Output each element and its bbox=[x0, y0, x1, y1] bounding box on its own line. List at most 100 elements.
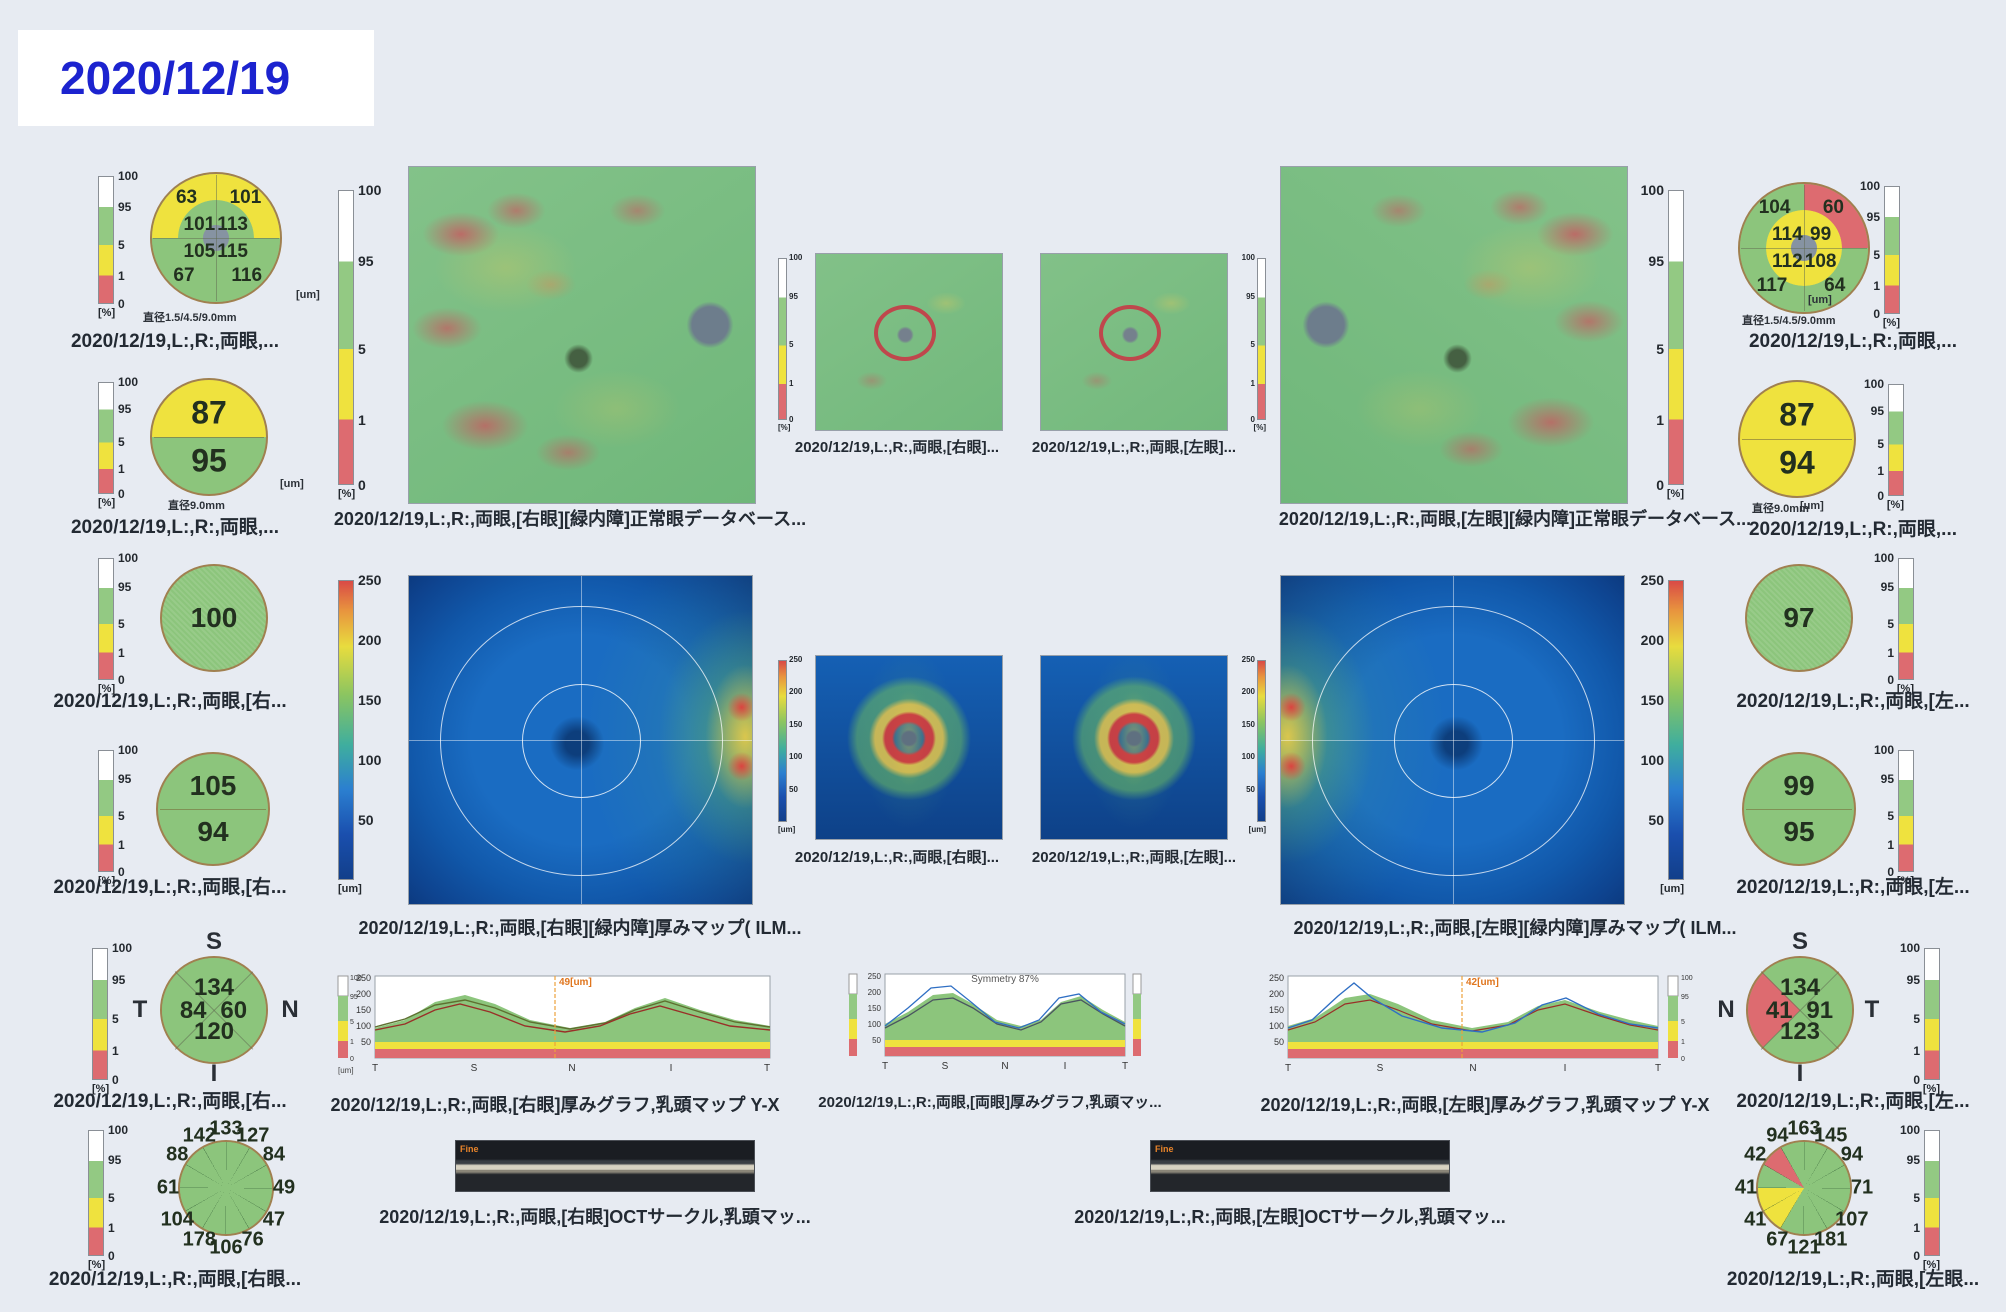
clock-value: 42 bbox=[1744, 1143, 1767, 1166]
map-caption: 2020/12/19,L:,R:,両眼,[左眼]... bbox=[1031, 439, 1237, 456]
direction-label-temporal: T bbox=[1864, 996, 1880, 1023]
scale-tick: 0 bbox=[1887, 865, 1894, 879]
disc9-chart-os: 87 94 bbox=[1738, 380, 1856, 498]
map-caption: 2020/12/19,L:,R:,両眼,[右眼]... bbox=[794, 439, 1000, 456]
clock-value: 133 bbox=[209, 1117, 243, 1140]
thumbnail-caption: 2020/12/19,L:,R:,両眼,[右... bbox=[53, 1091, 287, 1112]
scale-unit: [%] bbox=[92, 1083, 110, 1095]
sector-value: 64 bbox=[1824, 275, 1846, 297]
symmetry-title: Symmetry 87% bbox=[971, 974, 1039, 985]
scale-tick: 0 bbox=[1877, 489, 1884, 503]
x-tick: T bbox=[1285, 1063, 1291, 1074]
direction-label-superior: S bbox=[1791, 928, 1809, 955]
x-tick: S bbox=[942, 1061, 949, 1072]
scale-tick: 150 bbox=[358, 692, 382, 708]
percentile-scale: 100 95 5 1 0 [%] bbox=[92, 942, 140, 1095]
sector-value: 67 bbox=[173, 265, 195, 287]
scale-tick: 95 bbox=[108, 1153, 122, 1168]
scale-tick: 0 bbox=[1681, 1056, 1685, 1063]
scale-tick: 100 bbox=[118, 169, 139, 183]
scale-bar bbox=[1257, 660, 1266, 822]
scale-bar bbox=[338, 190, 354, 485]
scale-tick: 5 bbox=[1887, 808, 1894, 823]
scale-tick: 95 bbox=[118, 401, 132, 416]
scale-tick: 1 bbox=[358, 412, 366, 429]
x-tick: N bbox=[1001, 1061, 1008, 1072]
y-tick: 150 bbox=[1269, 1005, 1284, 1015]
sector-value: 112 bbox=[1772, 251, 1803, 273]
graph-caption: 2020/12/19,L:,R:,両眼,[左眼]厚みグラフ,乳頭マップ Y-X bbox=[1260, 1095, 1710, 1115]
normal-band bbox=[375, 995, 770, 1042]
mini-scale bbox=[337, 975, 349, 997]
thickness-line-1 bbox=[884, 985, 1126, 1029]
scale-tick: 1 bbox=[118, 462, 125, 477]
scale-tick: 5 bbox=[1681, 1019, 1685, 1026]
um-unit-label: [um] bbox=[338, 1066, 354, 1075]
scale-tick: 50 bbox=[358, 812, 374, 828]
scale-tick: 5 bbox=[358, 341, 366, 358]
thickness-map-os bbox=[1280, 575, 1625, 905]
scan-quality-chip: Fine bbox=[1155, 1144, 1174, 1154]
map-caption: 2020/12/19,L:,R:,両眼,[左眼][緑内障]正常眼データベース..… bbox=[1278, 509, 1752, 529]
scale-tick: 50 bbox=[1246, 784, 1255, 794]
etdrs-center bbox=[1791, 235, 1817, 261]
um-unit-label: [um] bbox=[296, 289, 320, 301]
y-tick: 100 bbox=[868, 1020, 882, 1029]
sector-value: 41 bbox=[1765, 997, 1793, 1025]
scale-tick: 100 bbox=[118, 551, 139, 565]
scale-tick: 250 bbox=[1640, 572, 1664, 588]
scale-tick: 200 bbox=[1241, 687, 1255, 697]
sector-value: 91 bbox=[1806, 997, 1834, 1025]
percentile-scale: 100 95 5 1 0 [%] bbox=[1848, 378, 1904, 511]
sector-value: 84 bbox=[179, 997, 207, 1025]
clock-value: 71 bbox=[1850, 1176, 1874, 1199]
scale-tick: 0 bbox=[1656, 477, 1664, 493]
small-thickness-map-os bbox=[1040, 655, 1228, 840]
sector-value: 63 bbox=[175, 187, 198, 209]
scale-bar bbox=[98, 558, 114, 680]
scale-tick: 250 bbox=[1241, 655, 1255, 664]
halves-chart-os: 99 95 bbox=[1742, 752, 1856, 866]
percentile-scale: 100 95 5 1 0 [%] bbox=[98, 376, 146, 509]
clock-value: 142 bbox=[182, 1124, 216, 1147]
sector-value: 60 bbox=[220, 997, 248, 1025]
percentile-scale: 100 95 5 1 0 [%] bbox=[98, 552, 146, 695]
clock-value: 49 bbox=[272, 1176, 296, 1199]
x-tick: T bbox=[1655, 1063, 1661, 1074]
scale-bar bbox=[1924, 948, 1940, 1080]
scale-tick: 0 bbox=[118, 487, 125, 501]
map-caption: 2020/12/19,L:,R:,両眼,[右眼]... bbox=[794, 849, 1000, 866]
scale-tick: 100 bbox=[118, 743, 139, 757]
thumbnail-caption: 2020/12/19,L:,R:,両眼,... bbox=[70, 517, 280, 538]
scale-tick: 95 bbox=[118, 772, 132, 787]
sector-value: 120 bbox=[193, 1017, 235, 1045]
scale-unit: [%] bbox=[1886, 499, 1904, 511]
scale-tick: 95 bbox=[1648, 252, 1664, 269]
percentile-scale: 100 95 5 1 0 [%] bbox=[778, 254, 812, 432]
scale-tick: 1 bbox=[112, 1043, 119, 1058]
direction-label-nasal: N bbox=[281, 996, 299, 1023]
um-unit-label: [um] bbox=[1800, 500, 1824, 512]
halves-chart-od: 105 94 bbox=[156, 752, 270, 866]
clock-value: 41 bbox=[1744, 1208, 1767, 1231]
y-tick: 250 bbox=[868, 972, 882, 981]
map-caption: 2020/12/19,L:,R:,両眼,[右眼][緑内障]厚みマップ( ILM.… bbox=[358, 918, 802, 938]
scale-tick: 0 bbox=[1873, 307, 1880, 321]
scale-tick: 0 bbox=[358, 477, 366, 493]
sector-value: 95 bbox=[1783, 816, 1815, 848]
scale-tick: 50 bbox=[789, 784, 798, 794]
scale-tick: 0 bbox=[789, 415, 794, 424]
sector-value: 87 bbox=[191, 394, 227, 431]
graph-caption: 2020/12/19,L:,R:,両眼,[両眼]厚みグラフ,乳頭マッ... bbox=[818, 1094, 1162, 1111]
scale-bar bbox=[1884, 186, 1900, 314]
scale-bar bbox=[1924, 1130, 1940, 1256]
sector-value: 99 bbox=[1810, 224, 1832, 246]
x-tick: S bbox=[471, 1063, 478, 1074]
scale-tick: 1 bbox=[1656, 412, 1664, 429]
y-tick: 250 bbox=[356, 973, 371, 983]
scale-tick: 95 bbox=[1906, 972, 1920, 987]
scale-tick: 5 bbox=[350, 1019, 354, 1026]
scale-tick: 5 bbox=[112, 1012, 119, 1027]
clock-value: 41 bbox=[1734, 1176, 1758, 1199]
percentile-scale: 100 95 5 1 0 [%] bbox=[98, 744, 146, 887]
